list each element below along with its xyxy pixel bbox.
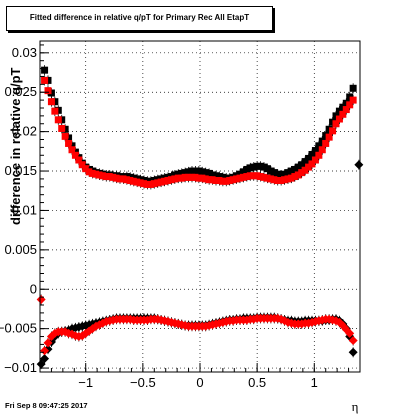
data-point-square (311, 156, 319, 164)
data-point-square (308, 160, 316, 168)
x-tick-label: 0.5 (248, 375, 266, 390)
x-axis-label: η (352, 399, 359, 414)
data-point-square (71, 151, 79, 159)
data-point-square (329, 127, 337, 135)
chart-title: Fitted difference in relative q/pT for P… (29, 13, 250, 22)
data-point-square (325, 133, 333, 141)
data-point-square (41, 66, 49, 74)
data-point-diamond (345, 328, 355, 338)
x-tick-label: 1 (311, 375, 318, 390)
y-tick-label: 0.005 (4, 242, 37, 257)
data-point-square (75, 156, 83, 164)
data-point-diamond (43, 338, 53, 348)
data-point-square (339, 110, 347, 118)
data-point-square (61, 132, 69, 140)
y-tick-label: 0.02 (12, 124, 37, 139)
data-point-square (68, 146, 76, 154)
data-point-square (318, 146, 326, 154)
data-point-square (315, 142, 323, 150)
y-axis-label: difference in relative q/pT (8, 67, 23, 225)
data-point-square (335, 115, 343, 123)
data-point-square (305, 154, 313, 162)
data-point-diamond (40, 346, 50, 356)
y-tick-label: 0.015 (4, 163, 37, 178)
points-layer (36, 65, 364, 370)
data-point-square (44, 87, 52, 95)
data-point-diamond (40, 354, 50, 364)
data-point-square (346, 101, 354, 109)
data-point-square (308, 150, 316, 158)
data-point-square (51, 107, 59, 115)
x-tick-label: 0 (196, 375, 203, 390)
y-tick-label: 0.01 (12, 202, 37, 217)
y-tick-label: −0.005 (0, 321, 37, 336)
axes-layer: −1 −0.5 0 0.5 1 −0.01 −0.005 0 0.005 0.01 0.015 0.0… (0, 44, 361, 390)
data-point-square (342, 106, 350, 114)
x-tick-label: −1 (78, 375, 93, 390)
data-point-square (322, 139, 330, 147)
data-point-square (311, 147, 319, 155)
y-tick-label: −0.01 (4, 360, 37, 375)
data-point-square (58, 124, 66, 132)
data-point-square (332, 120, 340, 128)
y-tick-label: 0.025 (4, 84, 37, 99)
y-tick-label: 0.03 (12, 45, 37, 60)
data-point-square (54, 116, 62, 124)
data-point-square (315, 151, 323, 159)
data-point-square (41, 76, 49, 84)
chart-title-box: Fitted difference in relative q/pT for P… (6, 6, 273, 31)
x-tick-label: −0.5 (130, 375, 156, 390)
data-point-square (47, 98, 55, 106)
data-point-diamond (354, 160, 364, 170)
footer-timestamp: Fri Sep 8 09:47:25 2017 (5, 401, 88, 410)
data-point-square (78, 161, 86, 169)
data-point-diamond (348, 347, 358, 357)
data-point-square (349, 84, 357, 92)
data-point-square (349, 96, 357, 104)
data-point-square (65, 139, 73, 147)
data-point-diamond (36, 294, 46, 304)
data-point-diamond (348, 335, 358, 345)
y-tick-label: 0 (30, 281, 37, 296)
